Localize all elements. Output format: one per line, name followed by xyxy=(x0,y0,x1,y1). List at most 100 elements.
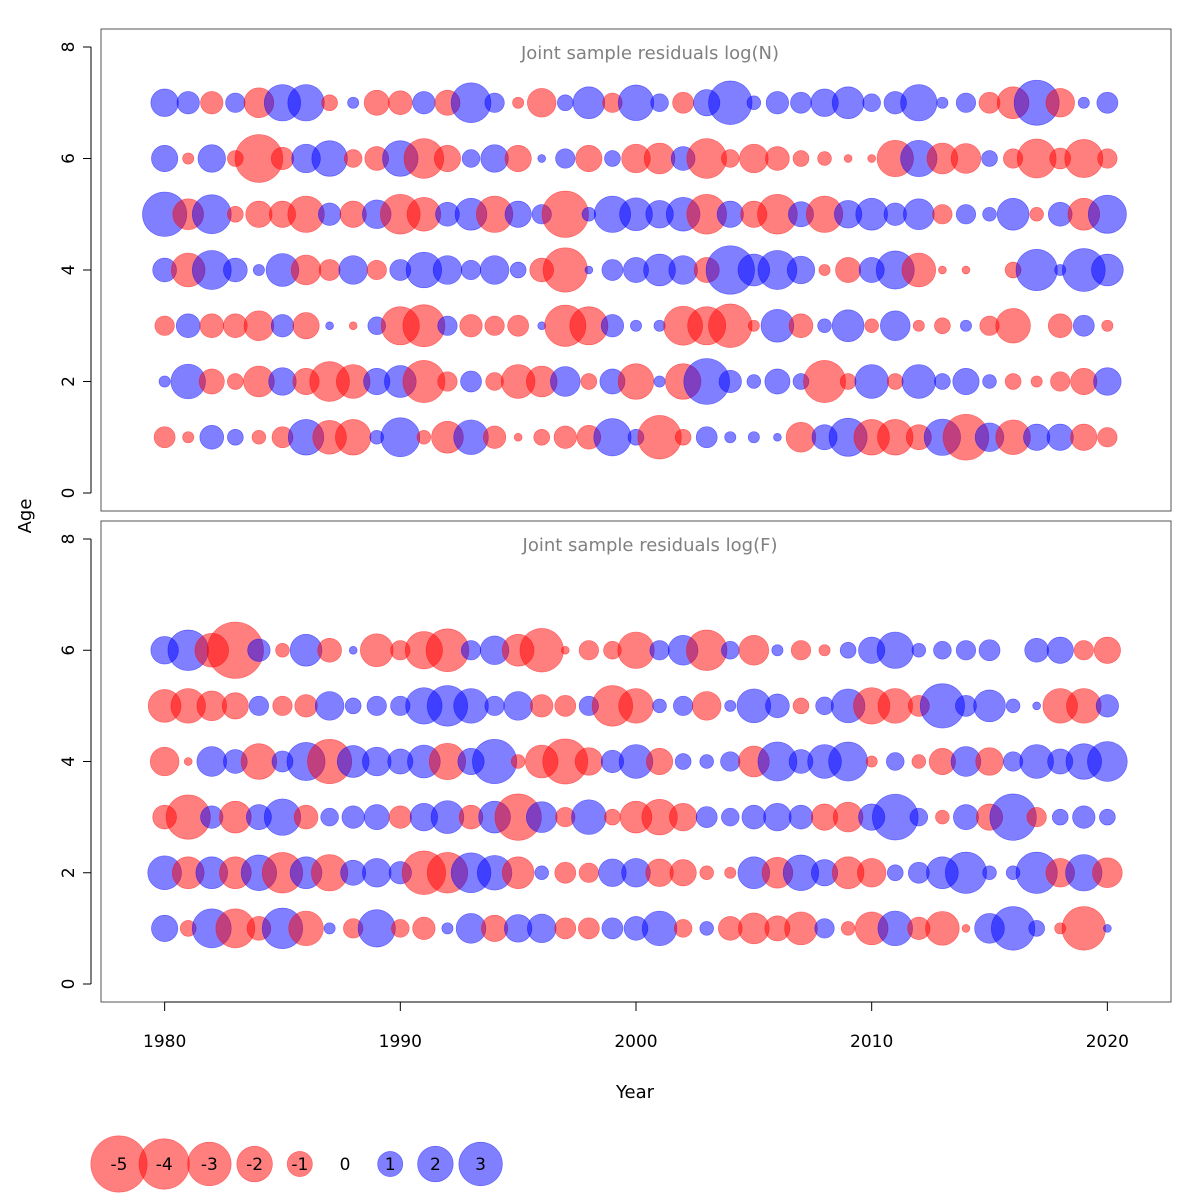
residual-bubble xyxy=(672,91,694,114)
residual-bubble xyxy=(243,310,275,341)
legend-label: 2 xyxy=(430,1155,441,1175)
residual-bubble xyxy=(196,746,227,777)
residual-bubble xyxy=(843,154,853,163)
residual-bubble xyxy=(151,144,179,173)
residual-bubble xyxy=(1050,371,1071,392)
residual-bubble xyxy=(191,194,232,235)
residual-bubble xyxy=(982,865,997,880)
residual-bubble xyxy=(973,689,1006,723)
residual-bubble xyxy=(325,321,334,331)
residual-bubble xyxy=(938,265,947,275)
residual-bubble xyxy=(318,202,342,226)
residual-bubble xyxy=(366,259,387,281)
x-tick-label: 1990 xyxy=(379,1032,422,1052)
residual-bubble xyxy=(646,747,674,776)
residual-bubble xyxy=(785,422,817,453)
residual-bubble xyxy=(527,88,557,118)
residual-bubble xyxy=(380,417,421,458)
residual-bubble xyxy=(314,691,345,721)
residual-bubble xyxy=(773,432,782,442)
residual-bubble xyxy=(343,149,363,168)
residual-bubble xyxy=(788,313,814,338)
residual-bubble xyxy=(484,695,505,716)
x-tick-label: 1980 xyxy=(143,1032,186,1052)
residual-bubble xyxy=(739,143,769,174)
residual-bubble xyxy=(481,914,509,942)
residual-bubble xyxy=(459,314,483,338)
residual-bubble xyxy=(601,917,624,940)
y-tick-label: 6 xyxy=(59,645,79,656)
residual-bubble xyxy=(864,318,879,333)
residual-bubble xyxy=(199,424,225,450)
legend-bubble xyxy=(458,1141,503,1187)
residual-bubble xyxy=(151,914,179,942)
residual-bubble xyxy=(391,919,410,938)
residual-bubble xyxy=(788,804,814,830)
residual-bubble xyxy=(530,694,554,718)
residual-bubble xyxy=(765,146,790,171)
residual-bubble xyxy=(366,695,387,716)
residual-bubble xyxy=(763,803,792,832)
residual-bubble xyxy=(901,364,937,399)
residual-bubble xyxy=(510,754,526,769)
residual-bubble xyxy=(912,319,925,332)
x-tick-label: 2000 xyxy=(614,1032,657,1052)
residual-bubble xyxy=(550,366,581,397)
residual-bubble xyxy=(290,254,322,286)
residual-bubble xyxy=(784,911,818,946)
residual-bubble xyxy=(886,864,904,882)
residual-bubble xyxy=(472,739,518,784)
residual-bubble xyxy=(673,695,694,716)
residual-bubble xyxy=(831,309,865,342)
residual-bubble xyxy=(604,150,621,167)
residual-bubble xyxy=(453,688,489,724)
residual-bubble xyxy=(575,144,603,173)
residual-bubble xyxy=(630,319,642,332)
residual-bubble xyxy=(525,801,558,833)
residual-bubble xyxy=(533,428,550,446)
residual-bubble xyxy=(441,922,454,935)
residual-bubble xyxy=(318,259,341,281)
panel-2: Joint sample residuals log(F) 0 2 4 6 8 xyxy=(59,520,1172,1003)
residual-bubble xyxy=(1097,427,1118,448)
residual-bubble xyxy=(412,91,436,115)
residual-bubble xyxy=(932,204,953,225)
residual-bubble xyxy=(862,93,881,112)
residual-bubble xyxy=(183,757,193,766)
residual-bubble xyxy=(817,151,832,166)
residual-bubble xyxy=(1070,423,1098,451)
residual-bubble xyxy=(578,640,599,661)
residual-bubble xyxy=(618,688,654,724)
residual-bubble xyxy=(1087,741,1128,782)
residual-bubble xyxy=(765,693,790,719)
residual-bubble xyxy=(340,859,367,886)
residual-bubble xyxy=(815,696,834,716)
residual-bubble xyxy=(248,695,269,716)
residual-bubble xyxy=(504,200,532,228)
residual-bubble xyxy=(1051,808,1069,826)
residual-bubble xyxy=(641,910,678,947)
residual-bubble xyxy=(674,753,692,770)
residual-bubble xyxy=(886,373,904,390)
residual-bubble xyxy=(950,143,982,174)
residual-bubble xyxy=(197,144,226,173)
residual-bubble xyxy=(855,198,888,231)
legend-label: -1 xyxy=(291,1155,308,1175)
residual-bubble xyxy=(653,375,666,388)
x-tick-label: 2010 xyxy=(850,1032,893,1052)
residual-bubble xyxy=(981,150,998,167)
residual-bubble xyxy=(484,315,505,336)
residual-bubble xyxy=(960,319,972,332)
residual-bubble xyxy=(865,755,878,768)
residual-bubble xyxy=(199,313,225,338)
residual-bubble xyxy=(480,144,509,173)
legend-label: -5 xyxy=(111,1155,128,1175)
residual-bubble xyxy=(961,265,971,275)
residual-bubble xyxy=(149,746,180,777)
residual-bubble xyxy=(936,96,949,109)
residual-bubble xyxy=(718,369,742,394)
residual-bubble xyxy=(699,921,714,936)
residual-bubble xyxy=(360,633,394,667)
residual-bubble xyxy=(652,698,667,714)
residual-bubble xyxy=(240,743,278,780)
